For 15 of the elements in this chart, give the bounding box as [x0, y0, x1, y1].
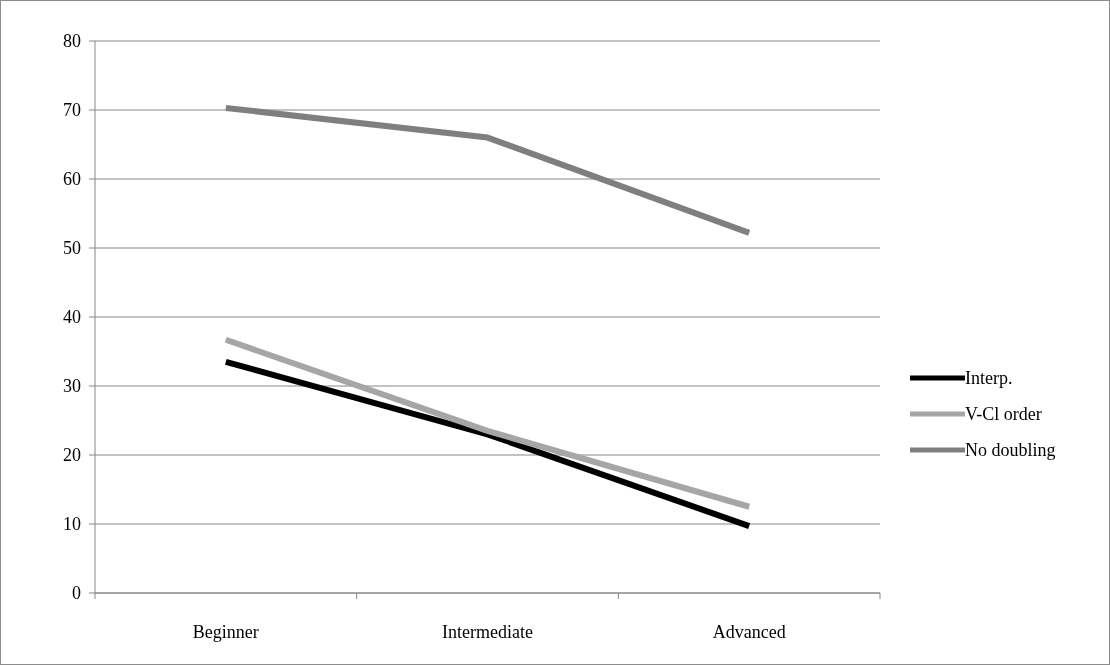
legend-label: No doubling [965, 440, 1056, 461]
y-tick-label: 0 [72, 583, 81, 604]
y-tick-label: 80 [63, 31, 81, 52]
legend-label: V-Cl order [965, 404, 1042, 425]
y-tick-label: 10 [63, 514, 81, 535]
y-tick-label: 60 [63, 169, 81, 190]
y-tick-label: 30 [63, 376, 81, 397]
y-tick-label: 70 [63, 100, 81, 121]
x-tick-label: Beginner [192, 622, 259, 642]
x-tick-label: Advanced [712, 622, 786, 642]
legend-label: Interp. [965, 368, 1013, 389]
x-tick-label: Intermediate [442, 622, 533, 642]
y-tick-label: 50 [63, 238, 81, 259]
y-tick-label: 40 [63, 307, 81, 328]
y-tick-label: 20 [63, 445, 81, 466]
